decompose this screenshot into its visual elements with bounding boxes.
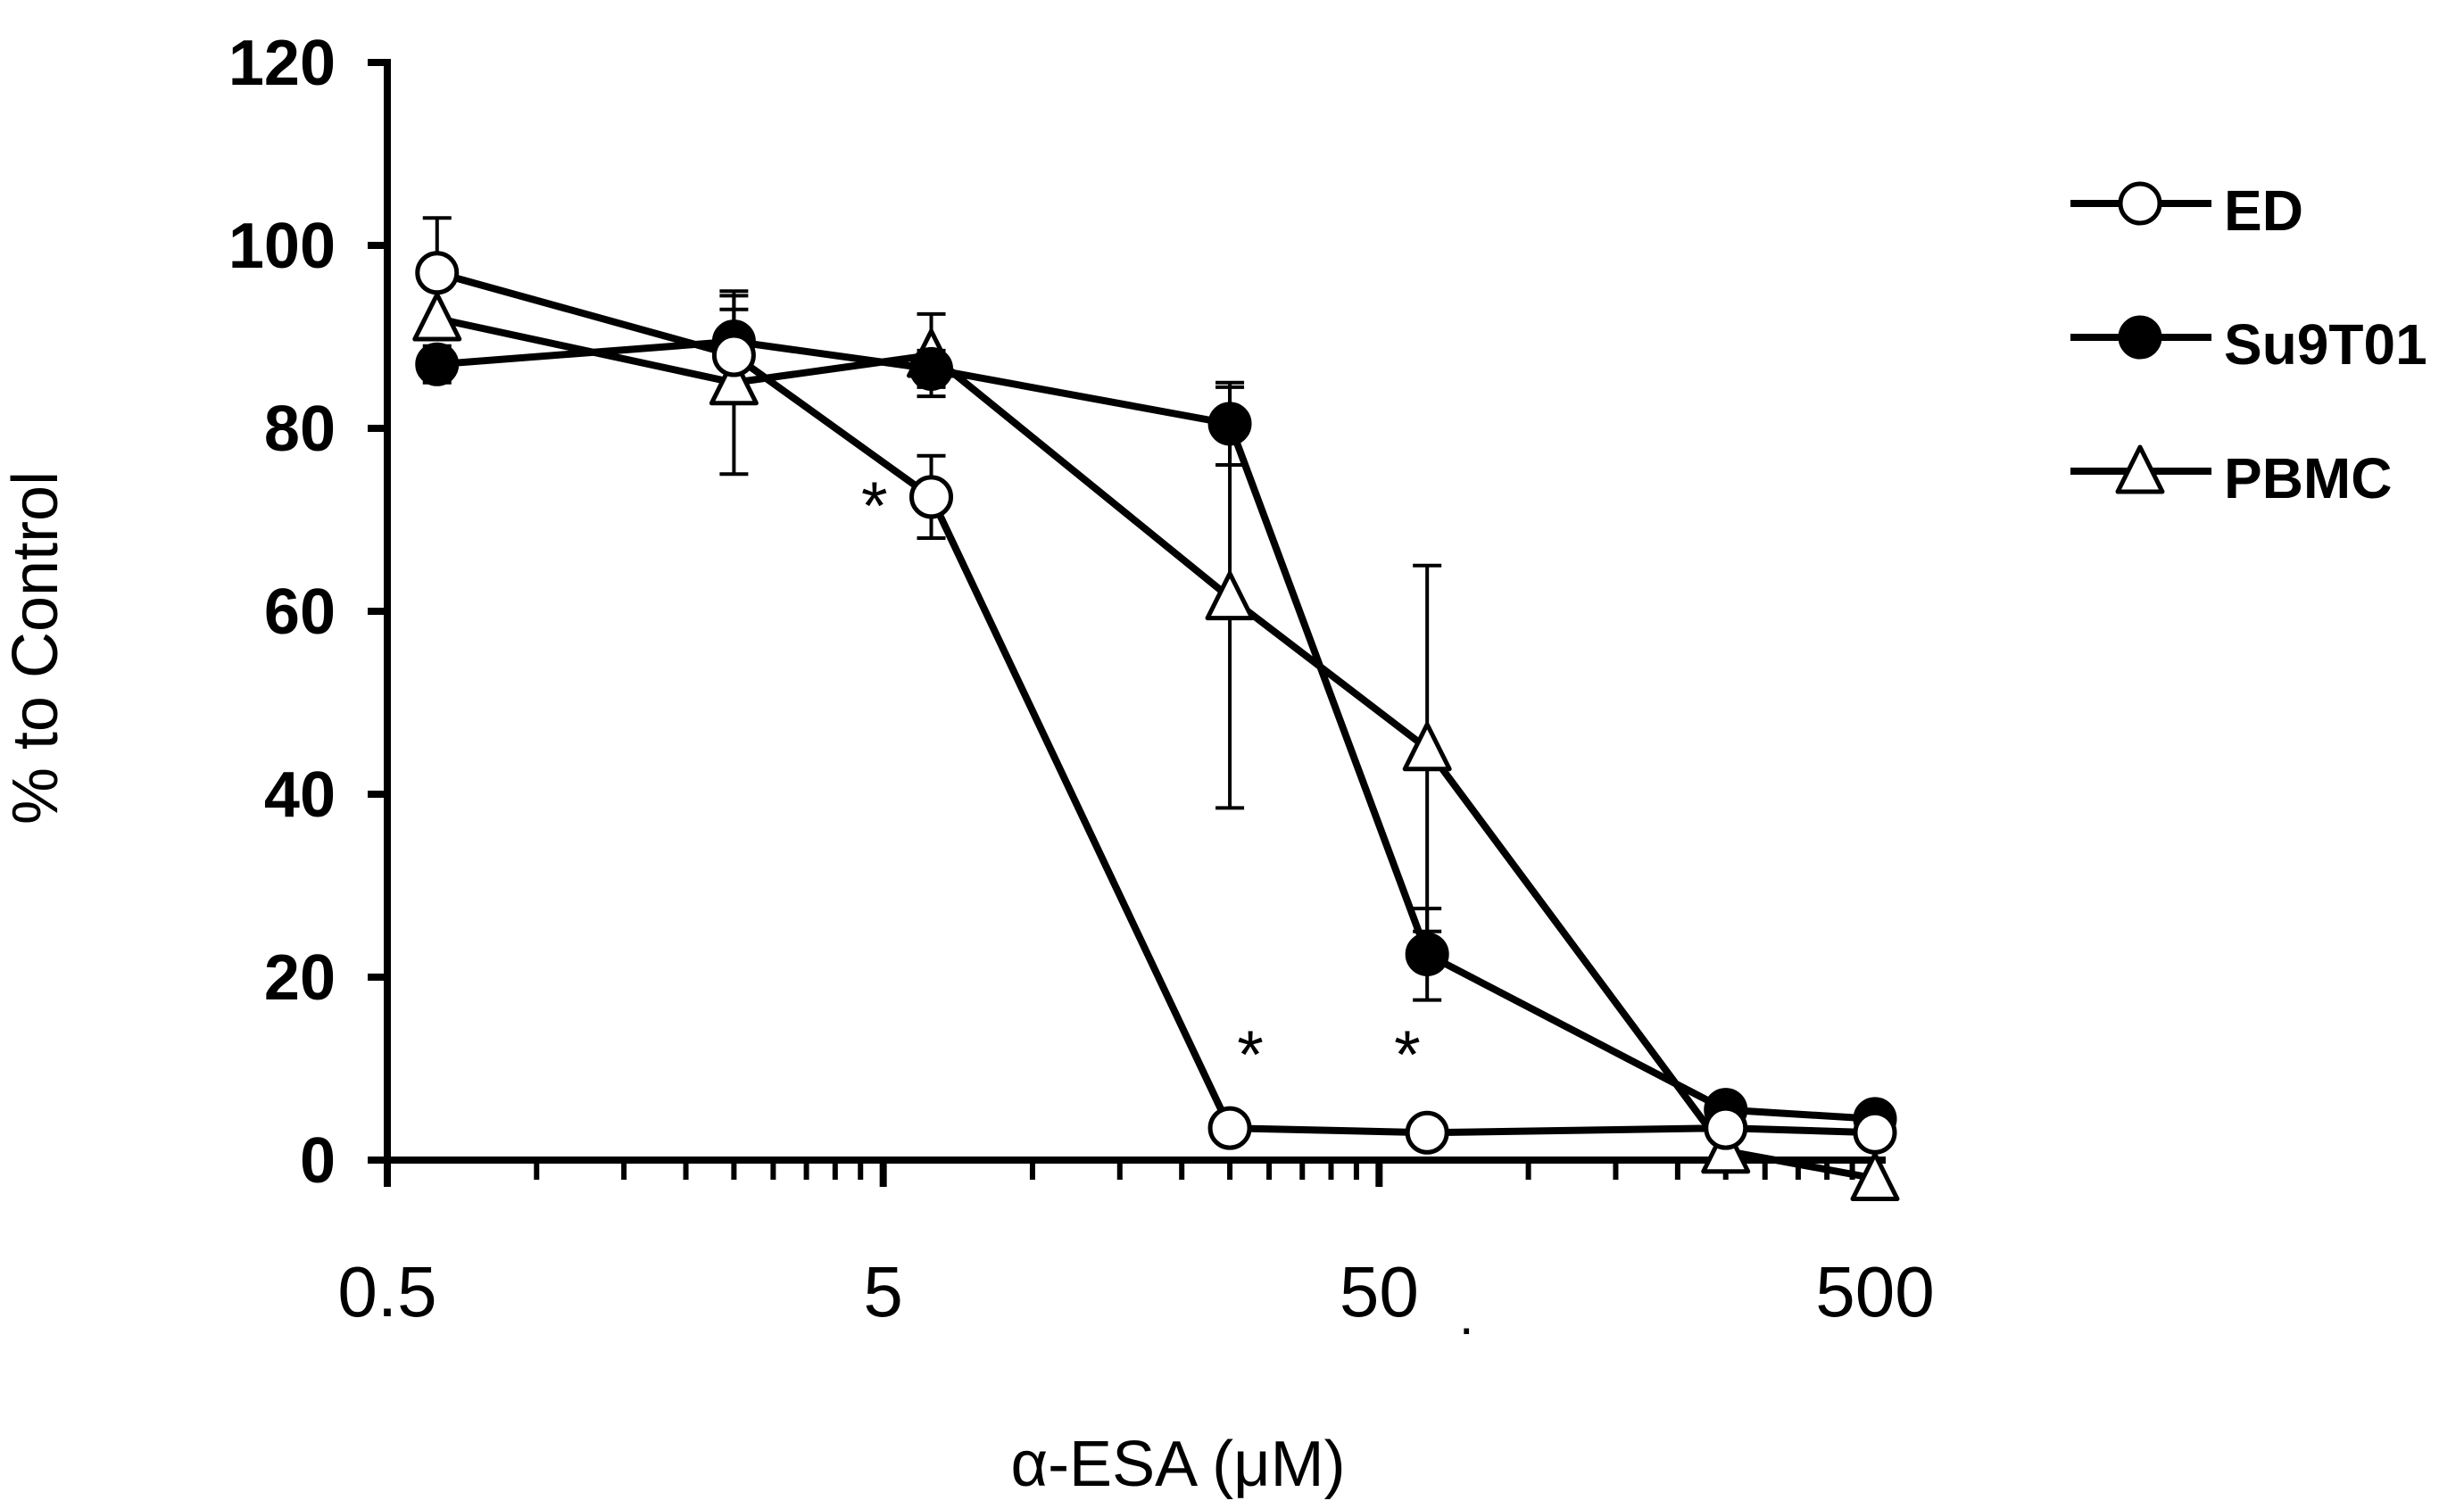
series-lines (436, 269, 1876, 1182)
data-point-ed (711, 333, 756, 377)
y-axis-label: % to Control (0, 471, 71, 825)
y-tick-label: 100 (228, 211, 336, 282)
y-tick-labels: 0 20 40 60 80 100 120 (228, 28, 336, 1197)
legend-label: PBMC (2224, 446, 2392, 510)
x-tick-label: 0.5 (337, 1252, 436, 1331)
data-point-pbmc (709, 356, 759, 406)
y-tick-label: 20 (264, 942, 336, 1014)
legend-label: ED (2224, 178, 2303, 243)
data-point-pbmc (1205, 571, 1255, 621)
data-point-su9t01 (1405, 932, 1449, 976)
data-point-ed (1853, 1110, 1897, 1155)
series-markers (412, 251, 1900, 1201)
data-point-pbmc (412, 292, 462, 342)
legend: ED Su9T01 PBMC (2070, 178, 2427, 510)
x-tick-label: 500 (1815, 1252, 1934, 1331)
x-tick-label: 50 (1340, 1252, 1419, 1331)
axes (368, 59, 1886, 1187)
significance-asterisk: * (1394, 1017, 1421, 1093)
significance-asterisk: * (1237, 1017, 1264, 1093)
y-tick-label: 0 (300, 1125, 336, 1197)
x-tick-labels: 0.5 5 50 500. (337, 1252, 1934, 1346)
data-point-ed (415, 251, 460, 295)
legend-marker-ed (2118, 181, 2162, 226)
x-axis-label: α-ESA (μM) (1010, 1429, 1345, 1500)
significance-asterisk: * (861, 468, 888, 544)
data-point-pbmc (1850, 1152, 1900, 1201)
stray-mark: . (1459, 1286, 1474, 1346)
legend-marker-su9t01 (2118, 315, 2162, 360)
series-line-pbmc (436, 315, 1876, 1182)
y-tick-label: 80 (264, 394, 336, 465)
annotations: * * * (861, 468, 1421, 1093)
series-line-su9t01 (436, 337, 1876, 1123)
legend-label: Su9T01 (2224, 312, 2427, 377)
data-point-su9t01 (1207, 402, 1252, 446)
data-point-su9t01 (909, 346, 954, 391)
data-point-ed (1405, 1110, 1449, 1155)
legend-marker-pbmc (2115, 444, 2165, 494)
data-point-ed (1704, 1106, 1748, 1150)
y-tick-label: 40 (264, 759, 336, 831)
data-point-ed (909, 475, 954, 519)
data-point-ed (1207, 1106, 1252, 1150)
data-point-su9t01 (415, 342, 460, 386)
data-point-pbmc (1402, 722, 1452, 772)
y-tick-label: 120 (228, 28, 336, 99)
series-line-ed (436, 269, 1876, 1137)
y-tick-label: 60 (264, 576, 336, 648)
x-tick-label: 5 (863, 1252, 903, 1331)
